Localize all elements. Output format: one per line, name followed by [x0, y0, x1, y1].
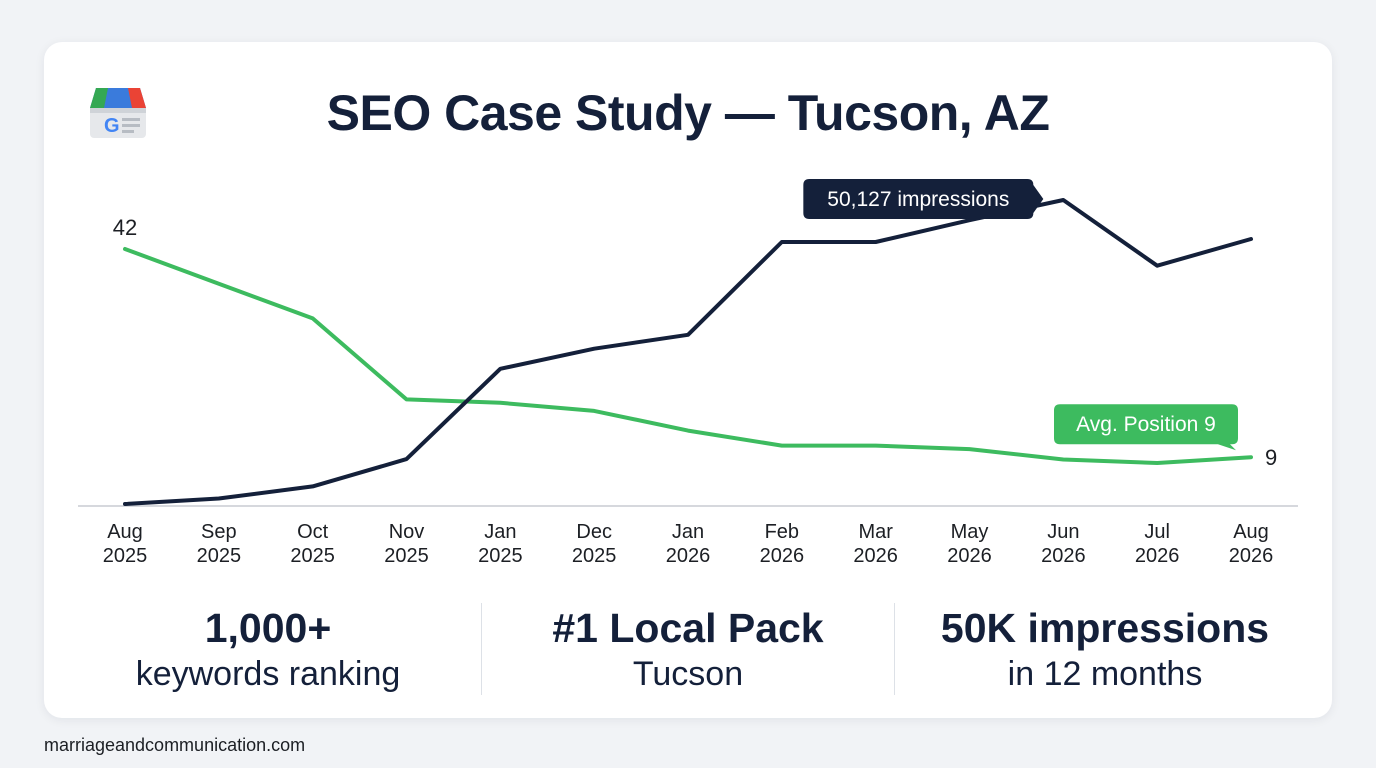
footer-domain: marriageandcommunication.com — [44, 735, 306, 755]
x-tick-label: Aug 2025 — [103, 521, 148, 567]
x-tick-label: Jun 2026 — [1041, 521, 1086, 567]
stat-local-pack-value: #1 Local Pack — [552, 605, 824, 651]
case-study-card — [44, 42, 1332, 718]
x-tick-label: Aug 2026 — [1229, 521, 1274, 567]
logo-letter: G — [104, 115, 120, 137]
stat-keywords-label: keywords ranking — [135, 655, 401, 693]
x-tick-label: Nov 2025 — [384, 521, 429, 567]
position-end-label: 9 — [1265, 445, 1277, 470]
stat-divider — [894, 603, 895, 695]
stat-impressions-label: in 12 months — [1007, 655, 1203, 693]
stat-impressions-value: 50K impressions — [940, 605, 1270, 651]
x-tick-label: Feb 2026 — [760, 521, 805, 567]
x-tick-label: Sep 2025 — [197, 521, 242, 567]
stat-local-pack-label: Tucson — [632, 655, 744, 693]
stat-impressions: 50K impressions in 12 months — [895, 604, 1315, 696]
position-start-label: 42 — [113, 215, 137, 240]
x-tick-label: Jan 2026 — [666, 521, 711, 567]
stat-keywords: 1,000+ keywords ranking — [60, 604, 476, 696]
stat-keywords-value: 1,000+ — [204, 605, 332, 651]
position-callout-label: Avg. Position 9 — [1076, 413, 1216, 436]
page-title: SEO Case Study — Tucson, AZ — [326, 85, 1050, 141]
x-tick-label: Dec 2025 — [572, 521, 617, 567]
avg-position-line — [123, 247, 1253, 465]
x-tick-label: Mar 2026 — [853, 521, 898, 567]
stat-local-pack: #1 Local Pack Tucson — [482, 604, 894, 696]
stat-divider — [481, 603, 482, 695]
x-tick-label: Jan 2025 — [478, 521, 523, 567]
impressions-callout-bubble — [803, 179, 1044, 219]
impressions-callout-label: 50,127 impressions — [827, 188, 1009, 211]
impressions-line — [123, 198, 1253, 506]
x-tick-label: May 2026 — [947, 521, 992, 567]
line-chart: Aug 2025 Sep 2025 Oct 2025 Nov 2025 Jan 2025 Dec 20… — [78, 179, 1298, 567]
position-callout-bubble — [1054, 404, 1238, 451]
x-tick-label: Oct 2025 — [290, 521, 335, 567]
google-my-business-icon: G — [90, 88, 146, 138]
x-tick-label: Jul 2026 — [1135, 521, 1180, 567]
